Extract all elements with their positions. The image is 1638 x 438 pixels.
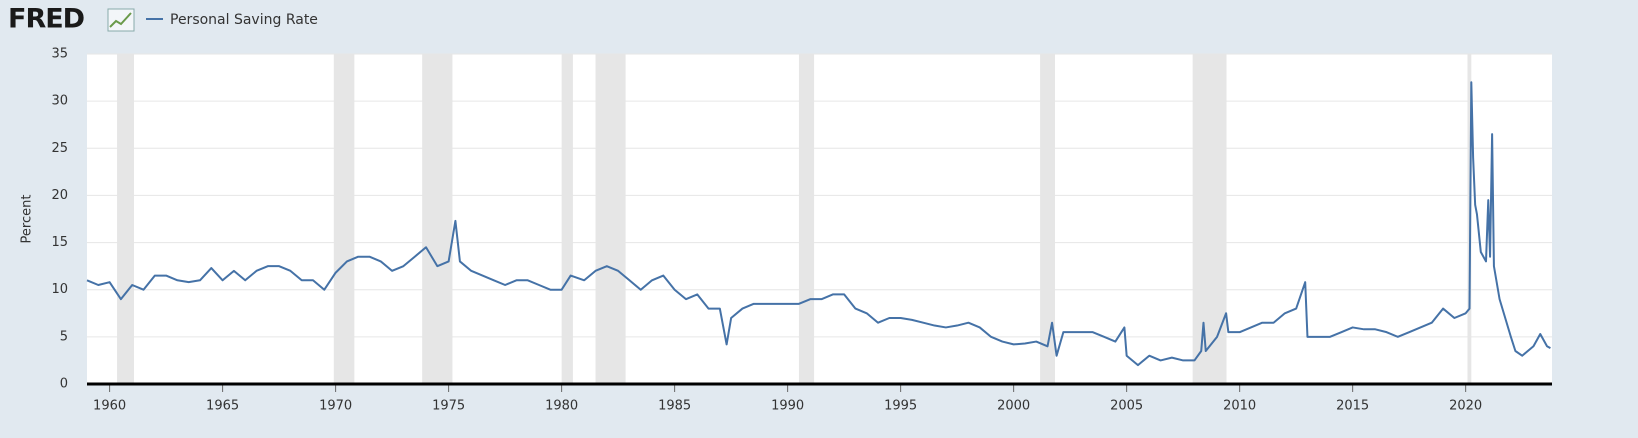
x-tick-label: 1985	[658, 399, 691, 414]
recession-band	[422, 54, 453, 384]
y-tick-label: 35	[51, 47, 68, 62]
logo-icon	[107, 8, 135, 32]
y-tick-label: 5	[60, 329, 68, 344]
y-tick-label: 30	[51, 94, 68, 109]
series-line	[86, 81, 1551, 367]
plot-area	[87, 54, 1552, 384]
x-tick-label: 2015	[1336, 399, 1369, 414]
y-axis-label: Percent	[20, 195, 35, 244]
x-tick-label: 1995	[884, 399, 917, 414]
x-tick-label: 2010	[1223, 399, 1256, 414]
y-tick-label: 25	[51, 141, 68, 156]
x-tick-label: 1975	[432, 399, 465, 414]
legend-label: Personal Saving Rate	[170, 12, 318, 28]
x-tick-label: 2005	[1110, 399, 1143, 414]
recession-band	[561, 54, 573, 384]
recession-band	[595, 54, 626, 384]
recession-band	[798, 54, 815, 384]
x-tick-label: 1990	[771, 399, 804, 414]
logo[interactable]: FRED	[8, 4, 85, 35]
x-tick-label: 1980	[545, 399, 578, 414]
x-tick-label: 2020	[1449, 399, 1482, 414]
recession-band	[1040, 54, 1056, 384]
y-tick-label: 0	[60, 377, 68, 392]
recession-band	[333, 54, 355, 384]
x-tick-label: 1970	[319, 399, 352, 414]
x-tick-label: 2000	[997, 399, 1030, 414]
recession-band	[117, 54, 135, 384]
y-tick-label: 10	[51, 282, 68, 297]
x-tick-label: 1965	[206, 399, 239, 414]
y-tick-label: 20	[51, 188, 68, 203]
recession-band	[1192, 54, 1227, 384]
y-tick-label: 15	[51, 235, 68, 250]
x-tick-label: 1960	[93, 399, 126, 414]
